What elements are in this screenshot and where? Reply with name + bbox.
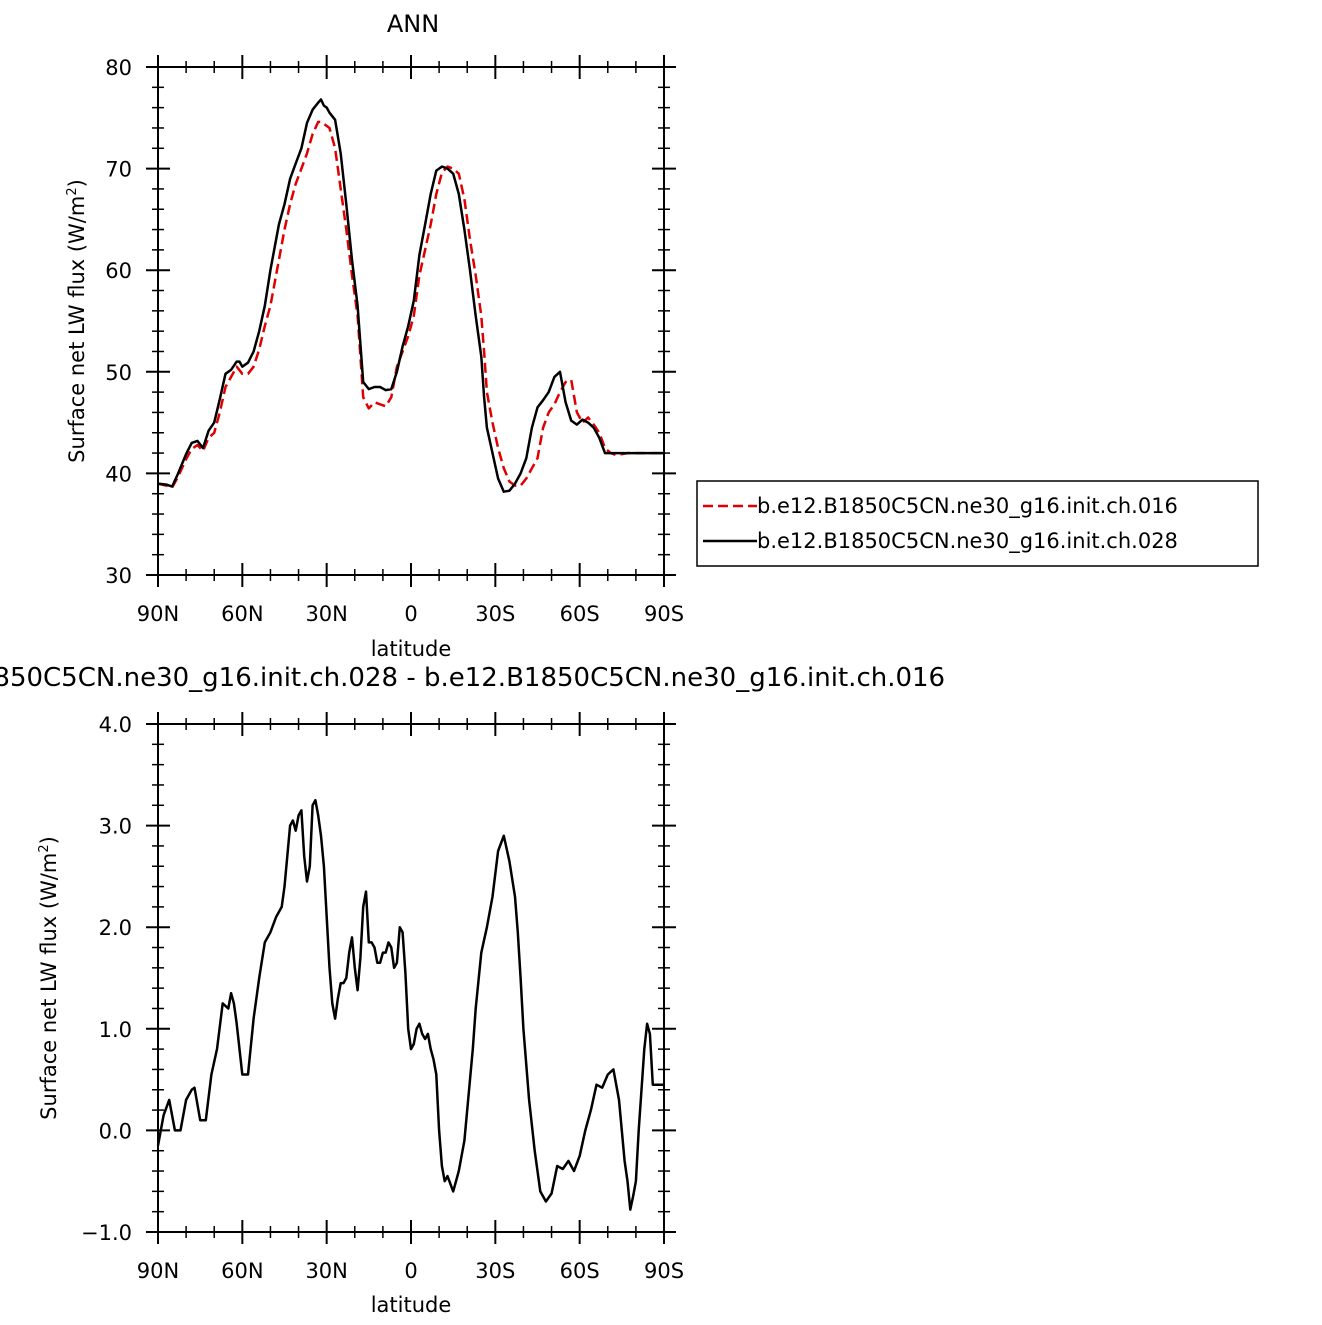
top-x-tick-label: 60S bbox=[560, 602, 600, 626]
bottom-chart-title: b.e12.B1850C5CN.ne30_g16.init.ch.028 - b… bbox=[0, 663, 945, 693]
top-panel: ANN 30 40 50 60 70 80 90N 60N 30N 0 30S 60S 90S lati… bbox=[65, 10, 684, 661]
bottom-x-tick-label: 30S bbox=[475, 1259, 515, 1283]
bottom-x-tick-label: 60S bbox=[560, 1259, 600, 1283]
bottom-y-tick-label: 3.0 bbox=[99, 815, 132, 839]
bottom-y-axis-label-main: Surface net LW flux (W/m bbox=[37, 853, 61, 1120]
bottom-x-tick-label: 90S bbox=[644, 1259, 684, 1283]
bottom-x-tick-label: 90N bbox=[137, 1259, 179, 1283]
top-y-axis-label-close: ) bbox=[65, 179, 89, 187]
top-x-axis-label: latitude bbox=[371, 637, 452, 661]
bottom-y-tick-label: 4.0 bbox=[99, 713, 132, 737]
top-y-tick-label: 70 bbox=[105, 158, 132, 182]
bottom-series-group bbox=[156, 798, 664, 1211]
top-y-axis-label-main: Surface net LW flux (W/m bbox=[65, 196, 89, 463]
top-x-tick-label: 90S bbox=[644, 602, 684, 626]
top-x-tick-label: 60N bbox=[221, 602, 263, 626]
bottom-x-axis-label: latitude bbox=[371, 1293, 452, 1317]
top-y-tick-label: 80 bbox=[105, 56, 132, 80]
top-y-tick-label: 60 bbox=[105, 259, 132, 283]
bottom-y-tick-label: 1.0 bbox=[99, 1018, 132, 1042]
bottom-x-tick-label: 30N bbox=[305, 1259, 347, 1283]
top-x-tick-label: 90N bbox=[137, 602, 179, 626]
top-series-line-1 bbox=[157, 120, 664, 489]
bottom-y-tick-label: −1.0 bbox=[81, 1221, 132, 1245]
top-y-axis-label-superscript: 2 bbox=[65, 187, 80, 195]
bottom-y-tick-label: 0.0 bbox=[99, 1119, 132, 1143]
top-x-tick-label: 30S bbox=[475, 602, 515, 626]
bottom-y-axis-label: Surface net LW flux (W/m2) bbox=[37, 836, 61, 1120]
top-x-tick-label: 0 bbox=[404, 602, 417, 626]
top-x-tick-label: 30N bbox=[305, 602, 347, 626]
bottom-x-tick-label: 0 bbox=[404, 1259, 417, 1283]
top-y-tick-label: 50 bbox=[105, 361, 132, 385]
bottom-panel: b.e12.B1850C5CN.ne30_g16.init.ch.028 - b… bbox=[0, 663, 945, 1317]
top-plot-frame bbox=[157, 66, 665, 576]
bottom-axis-ticks: −1.0 0.0 1.0 2.0 3.0 4.0 90N 60N 30N 0 30S 60S 90S bbox=[81, 712, 684, 1283]
legend-label-series-2: b.e12.B1850C5CN.ne30_g16.init.ch.028 bbox=[757, 529, 1178, 554]
bottom-plot-frame bbox=[157, 723, 665, 1233]
top-axis-ticks: 30 40 50 60 70 80 90N 60N 30N 0 30S 60S 90S bbox=[105, 55, 684, 626]
top-y-axis-label: Surface net LW flux (W/m2) bbox=[65, 179, 89, 463]
legend-label-series-1: b.e12.B1850C5CN.ne30_g16.init.ch.016 bbox=[757, 494, 1178, 519]
top-series-group bbox=[157, 98, 664, 493]
bottom-y-tick-label: 2.0 bbox=[99, 916, 132, 940]
legend-box bbox=[696, 480, 1259, 567]
top-y-tick-label: 30 bbox=[105, 564, 132, 588]
top-y-tick-label: 40 bbox=[105, 462, 132, 486]
legend: b.e12.B1850C5CN.ne30_g16.init.ch.016 b.e… bbox=[696, 480, 1259, 567]
bottom-series-line-1 bbox=[156, 798, 664, 1211]
top-chart-title: ANN bbox=[387, 10, 439, 38]
top-series-line-2 bbox=[157, 98, 664, 493]
bottom-y-axis-label-close: ) bbox=[37, 836, 61, 844]
bottom-x-tick-label: 60N bbox=[221, 1259, 263, 1283]
bottom-y-axis-label-superscript: 2 bbox=[37, 844, 52, 852]
